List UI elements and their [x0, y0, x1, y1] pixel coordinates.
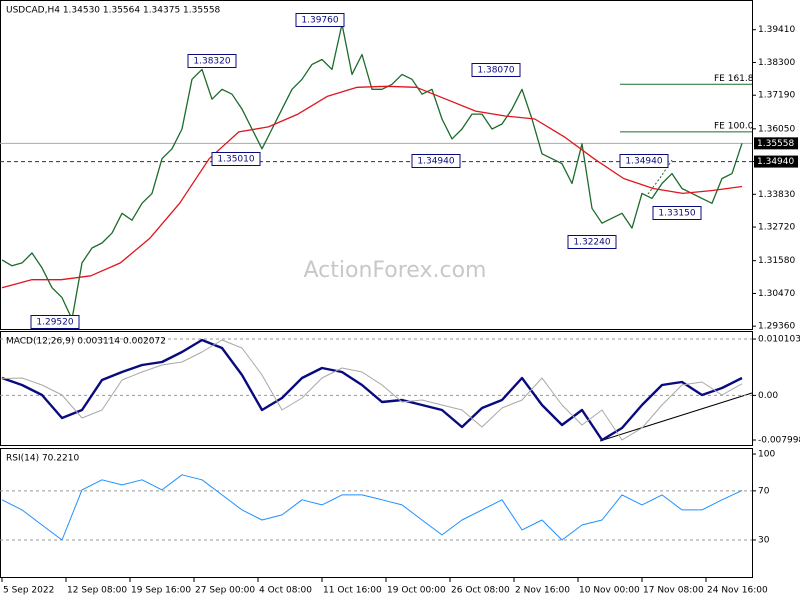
x-tick-label: 11 Oct 16:00	[323, 586, 382, 596]
series-line	[1, 85, 743, 289]
x-tick-label: 5 Sep 2022	[3, 586, 54, 596]
x-tick-label: 19 Sep 16:00	[131, 586, 191, 596]
annotation-box	[187, 54, 237, 68]
y-tick-label: 1.37190	[758, 91, 795, 101]
y-tick-label: 1.33830	[758, 190, 795, 200]
wave-line	[647, 159, 673, 195]
price-label-box	[754, 155, 798, 168]
x-tick-label: 12 Sep 08:00	[67, 586, 127, 596]
annotation: 1.34940	[625, 157, 662, 167]
macd-trendline	[599, 392, 753, 442]
x-tick-label: 24 Nov 16:00	[707, 586, 768, 596]
panel-frame	[0, 0, 753, 330]
x-tick-label: 2 Nov 16:00	[515, 586, 570, 596]
annotation: 1.33150	[658, 209, 695, 219]
y-tick-label: 0.010103	[758, 335, 800, 345]
x-tick-label: 26 Oct 08:00	[451, 586, 510, 596]
y-tick-label: 100	[758, 450, 775, 460]
annotation-box	[567, 235, 617, 249]
y-tick-label: 30	[758, 535, 770, 545]
price-label: 1.35558	[757, 139, 794, 149]
annotation-box	[211, 152, 261, 166]
y-tick-label: 1.36050	[758, 124, 795, 134]
annotation: 1.32240	[573, 238, 610, 248]
y-tick-label: 1.29360	[758, 322, 795, 332]
series-line	[1, 339, 743, 441]
x-tick-label: 17 Nov 08:00	[643, 586, 704, 596]
fe-label: FE 161.8	[714, 74, 754, 84]
annotation-box	[295, 13, 345, 27]
annotation: 1.34940	[417, 157, 454, 167]
annotation-box	[30, 315, 80, 329]
y-tick-label: 1.32720	[758, 223, 795, 233]
y-tick-label: 1.31580	[758, 256, 795, 266]
y-tick-label: 0.00	[758, 391, 778, 401]
annotation-box	[471, 63, 521, 77]
panel-frame	[0, 448, 753, 578]
annotation: 1.35010	[217, 155, 254, 165]
panel-title: MACD(12,26,9) 0.003114 0.002072	[6, 337, 166, 347]
annotation-box	[652, 206, 702, 220]
price-label: 1.34940	[757, 157, 794, 167]
x-tick-label: 19 Oct 00:00	[387, 586, 446, 596]
x-tick-label: 27 Sep 00:00	[195, 586, 255, 596]
annotation: 1.29520	[36, 318, 73, 328]
panel-title: USDCAD,H4 1.34530 1.35564 1.34375 1.3555…	[6, 6, 221, 16]
y-tick-label: 70	[758, 486, 770, 496]
y-tick-label: -0.007998	[758, 436, 800, 446]
fe-label: FE 100.0	[714, 121, 754, 131]
watermark: ActionForex.com	[304, 258, 487, 283]
series-line	[1, 474, 743, 541]
annotation: 1.39760	[301, 16, 338, 26]
x-tick-label: 10 Nov 00:00	[579, 586, 640, 596]
price-label-box	[754, 137, 798, 150]
x-tick-label: 4 Oct 08:00	[259, 586, 312, 596]
annotation: 1.38320	[193, 57, 230, 67]
annotation-box	[619, 154, 669, 168]
y-tick-label: 1.39410	[758, 25, 795, 35]
panel-title: RSI(14) 70.2210	[6, 454, 79, 464]
annotation: 1.38070	[477, 66, 514, 76]
y-tick-label: 1.30470	[758, 289, 795, 299]
series-line	[1, 338, 743, 442]
annotation-box	[411, 154, 461, 168]
series-line	[1, 23, 743, 320]
panel-frame	[0, 331, 753, 446]
y-tick-label: 1.38300	[758, 58, 795, 68]
